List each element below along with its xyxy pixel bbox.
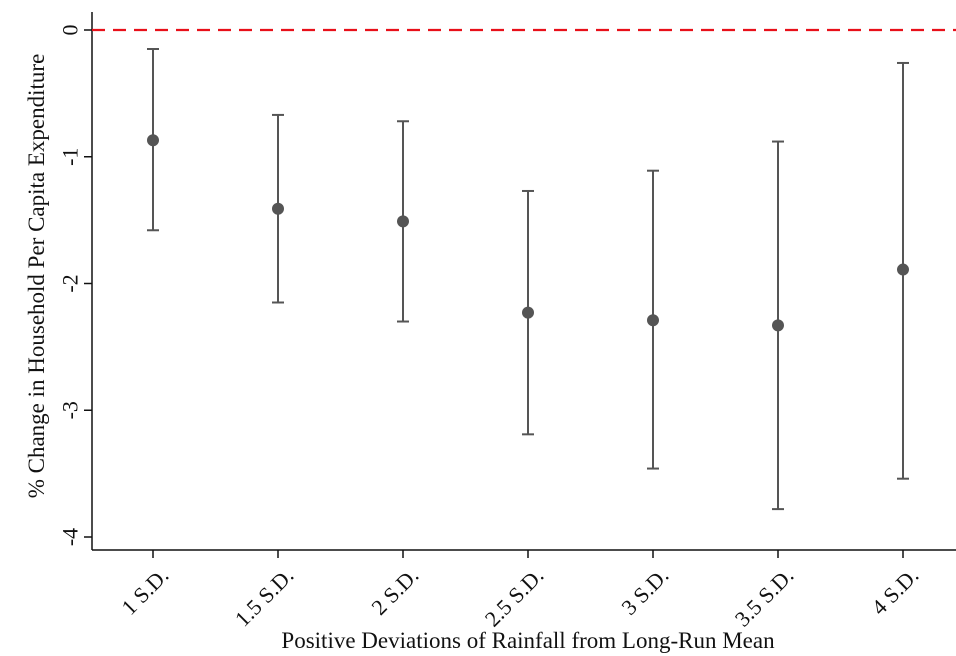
x-axis-ticks: 1 S.D. 1.5 S.D. 2 S.D. 2.5 S.D. 3 S.D. 3.5 S.…: [116, 550, 923, 631]
x-tick-label: 2.5 S.D.: [480, 563, 549, 632]
point-estimate: [522, 306, 534, 319]
y-tick-label: 0: [58, 25, 83, 36]
x-tick-label: 1 S.D.: [116, 563, 173, 620]
plot-area: [91, 12, 956, 551]
y-axis-ticks: 0 -1 -2 -3 -4: [58, 25, 92, 546]
point-estimate: [147, 134, 159, 147]
point-estimate: [772, 319, 784, 332]
x-tick-label: 2 S.D.: [366, 563, 423, 620]
point-estimate: [397, 215, 409, 228]
point-estimate: [272, 202, 284, 215]
x-tick-label: 1.5 S.D.: [230, 563, 299, 632]
x-axis-title: Positive Deviations of Rainfall from Lon…: [281, 628, 775, 653]
y-tick-label: -2: [58, 274, 83, 292]
y-tick-label: -4: [58, 528, 83, 546]
point-estimate: [897, 263, 909, 276]
point-estimate: [647, 314, 659, 327]
y-tick-label: -3: [58, 401, 83, 419]
data-marks: [147, 48, 909, 511]
y-axis-title: % Change in Household Per Capita Expendi…: [24, 54, 49, 499]
x-tick-label: 3 S.D.: [616, 563, 673, 620]
y-tick-label: -1: [58, 148, 83, 166]
x-tick-label: 4 S.D.: [866, 563, 923, 620]
x-tick-label: 3.5 S.D.: [730, 563, 799, 632]
